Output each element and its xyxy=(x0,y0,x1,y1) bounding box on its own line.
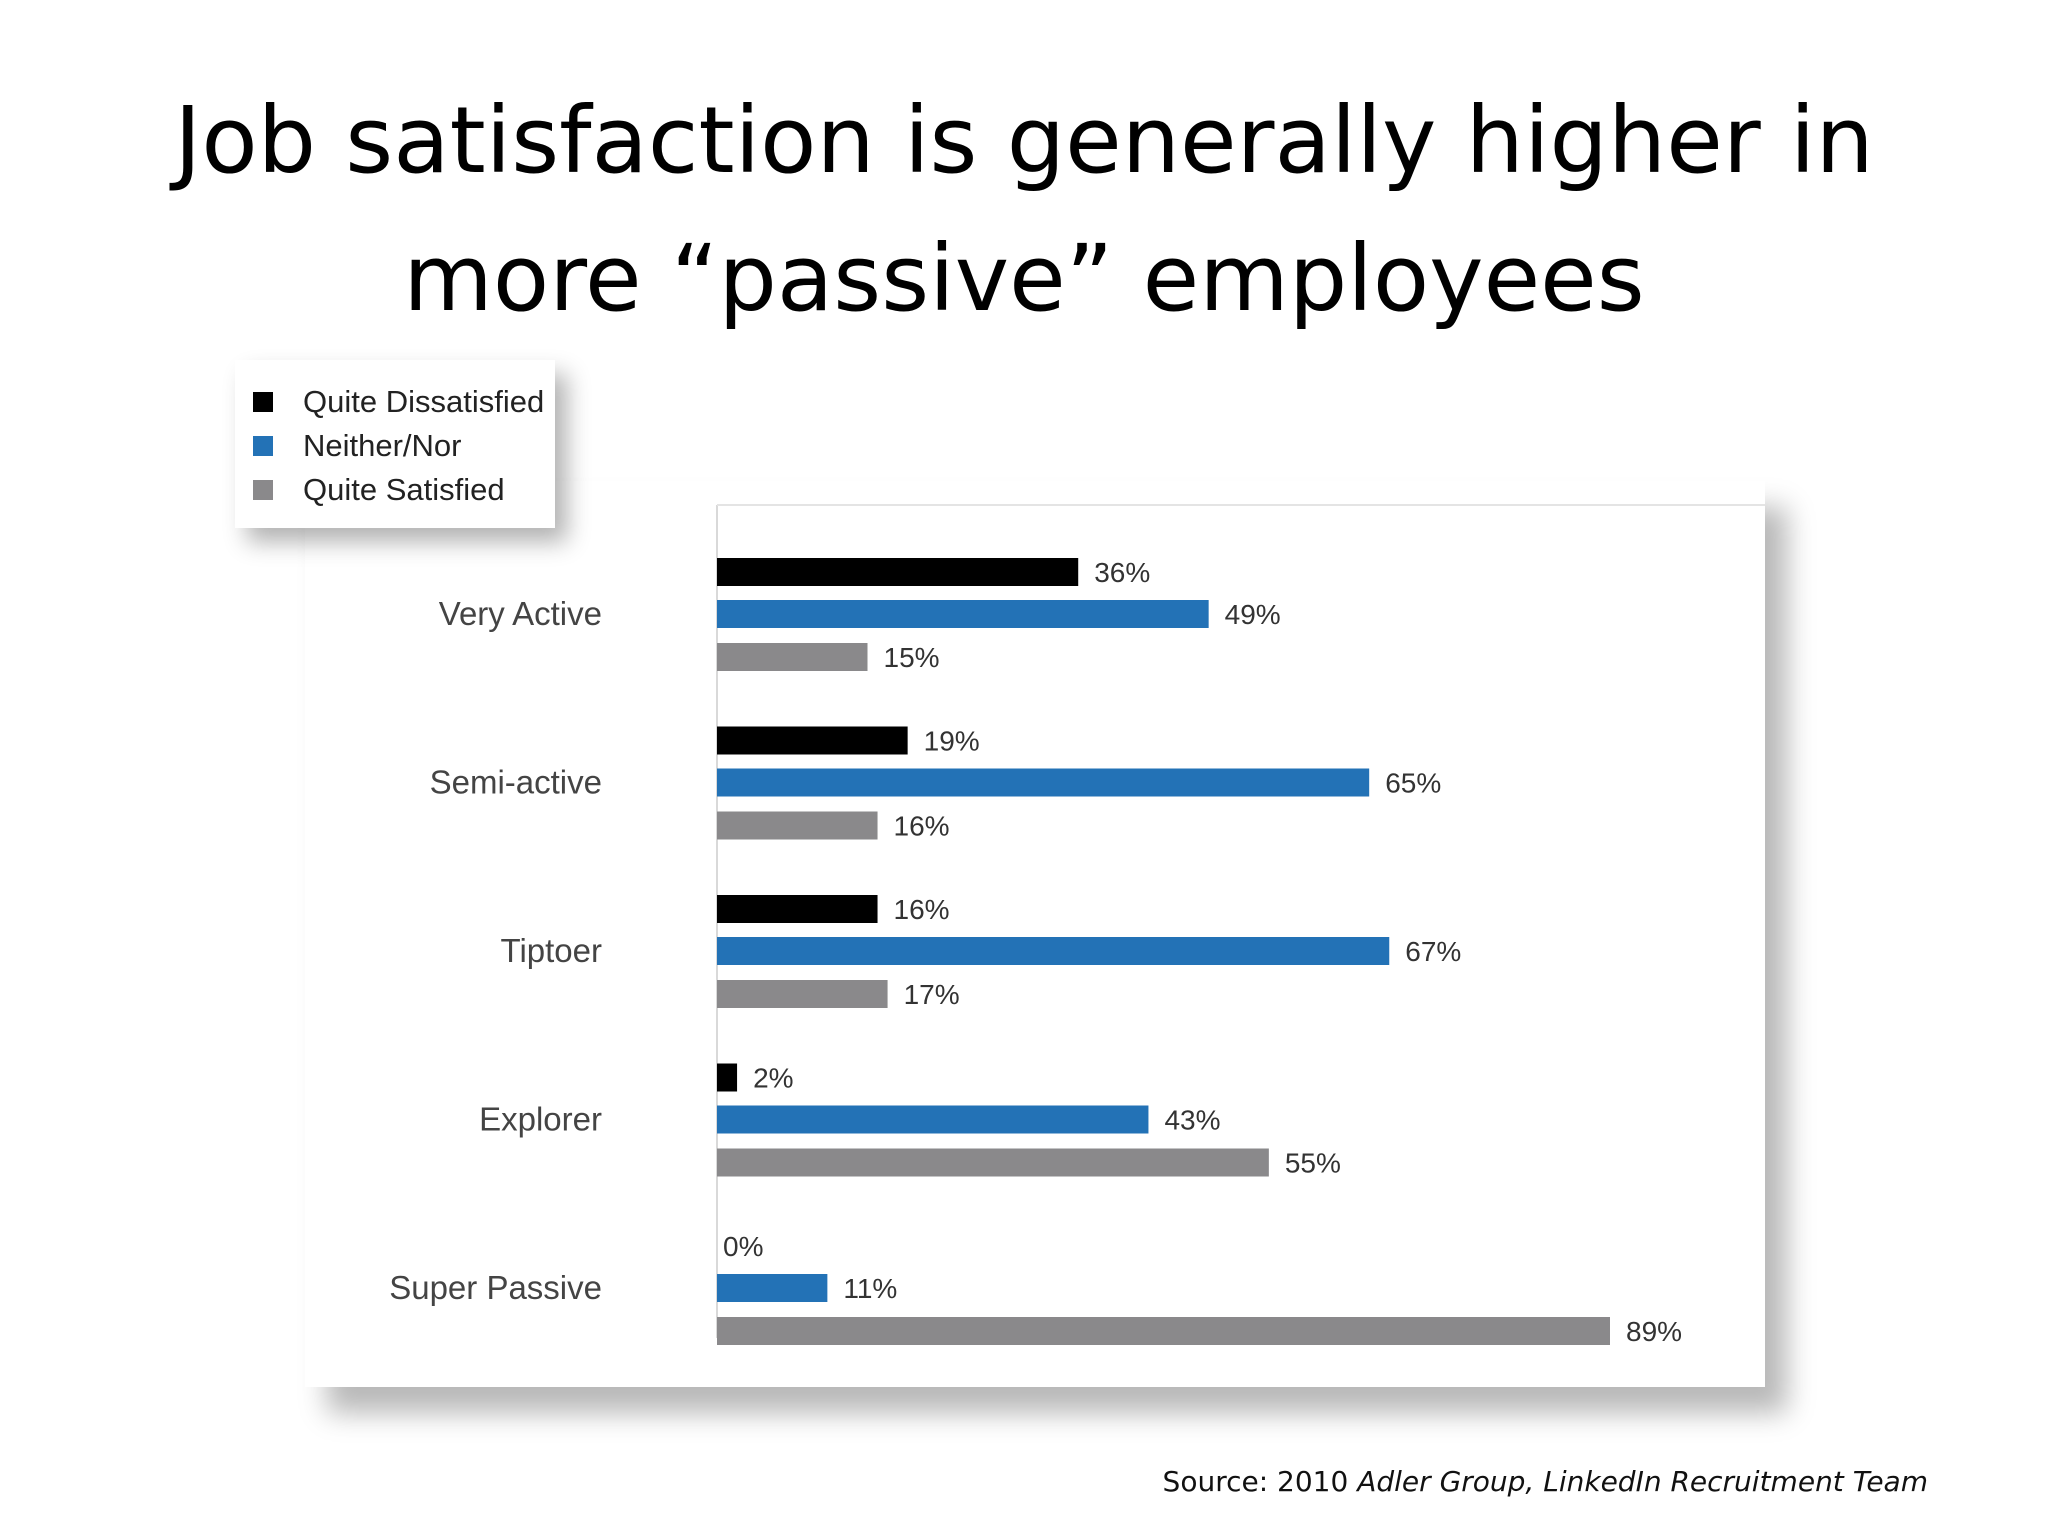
bar xyxy=(717,980,888,1008)
bar xyxy=(717,1063,738,1092)
bar xyxy=(717,1317,1610,1345)
data-label: 65% xyxy=(1385,768,1441,799)
bar xyxy=(717,558,1079,586)
source-organization: Adler Group, LinkedIn Recruitment Team xyxy=(1357,1465,1928,1498)
category-label: Semi-active xyxy=(430,764,602,801)
bar xyxy=(717,937,1390,965)
legend-swatch xyxy=(253,392,273,412)
legend-item-neither-nor: Neither/Nor xyxy=(253,426,462,466)
bar xyxy=(717,1105,1149,1134)
data-label: 2% xyxy=(753,1063,793,1094)
data-label: 11% xyxy=(843,1273,897,1304)
chart-legend: Quite Dissatisfied Neither/Nor Quite Sat… xyxy=(235,360,555,528)
category-label: Super Passive xyxy=(389,1269,602,1306)
data-label: 16% xyxy=(894,894,950,925)
data-label: 49% xyxy=(1225,599,1281,630)
source-prefix: Source: 2010 xyxy=(1162,1465,1358,1498)
bar xyxy=(717,768,1370,797)
title-line-1: Job satisfaction is generally higher in xyxy=(174,87,1874,194)
bar xyxy=(717,600,1209,628)
legend-label: Quite Satisfied xyxy=(303,472,505,507)
legend-label: Quite Dissatisfied xyxy=(303,384,545,419)
bar xyxy=(717,643,868,671)
title-line-2: more “passive” employees xyxy=(403,225,1645,332)
data-label: 19% xyxy=(924,726,980,757)
category-label: Very Active xyxy=(439,595,602,632)
slide-title: Job satisfaction is generally higher in … xyxy=(0,72,2048,348)
category-label: Tiptoer xyxy=(501,932,602,969)
bar xyxy=(717,895,878,923)
legend-label: Neither/Nor xyxy=(303,428,462,463)
data-label: 17% xyxy=(904,979,960,1010)
bar xyxy=(717,726,908,755)
bar xyxy=(717,811,878,840)
legend-swatch xyxy=(253,480,273,500)
data-label: 0% xyxy=(723,1231,763,1262)
legend-item-quite-satisfied: Quite Satisfied xyxy=(253,470,505,510)
data-label: 67% xyxy=(1405,936,1461,967)
data-label: 16% xyxy=(894,811,950,842)
chart-panel xyxy=(305,481,1765,1387)
data-label: 15% xyxy=(884,642,940,673)
data-label: 36% xyxy=(1094,557,1150,588)
category-label: Explorer xyxy=(479,1101,602,1138)
source-citation: Source: 2010 Adler Group, LinkedIn Recru… xyxy=(1163,1465,1928,1498)
legend-swatch xyxy=(253,436,273,456)
bar xyxy=(717,1274,828,1302)
data-label: 89% xyxy=(1626,1316,1682,1347)
data-label: 43% xyxy=(1164,1105,1220,1136)
data-label: 55% xyxy=(1285,1148,1341,1179)
bar xyxy=(717,1148,1269,1177)
legend-item-quite-dissatisfied: Quite Dissatisfied xyxy=(253,382,544,422)
